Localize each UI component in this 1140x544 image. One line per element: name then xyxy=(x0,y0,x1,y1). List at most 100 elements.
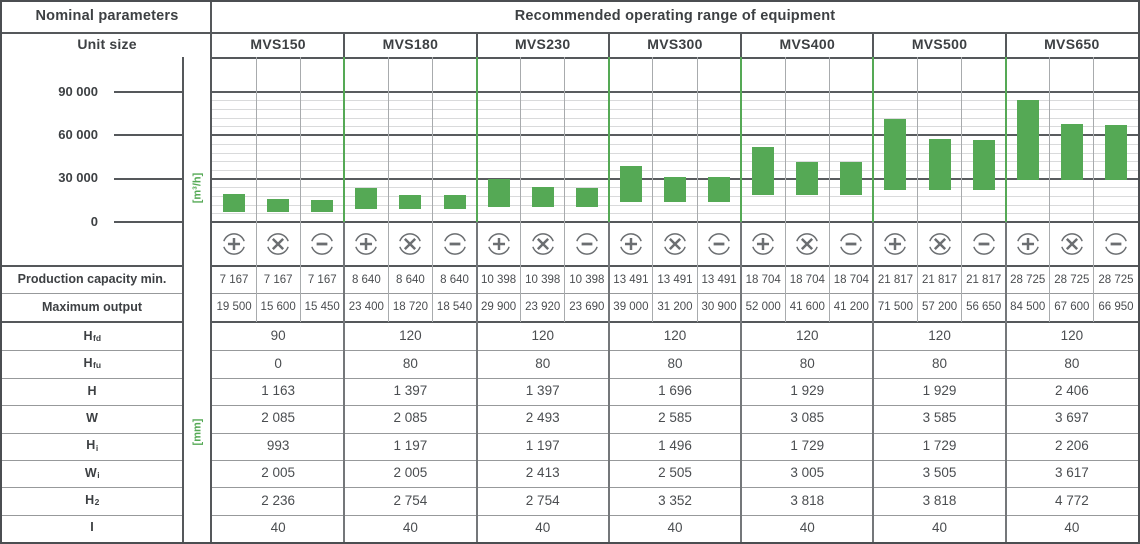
sub-column-separator xyxy=(917,57,919,322)
range-bar-mvs300-cross xyxy=(664,176,686,203)
row-border xyxy=(212,293,1138,294)
dimension-cell: 2 754 xyxy=(393,492,428,508)
row-border xyxy=(212,433,1138,434)
axis-line xyxy=(182,57,184,542)
capacity-cell: 7 167 xyxy=(263,273,293,286)
minus-circle-icon xyxy=(311,233,334,255)
mode-cell-mvs500-plus xyxy=(873,223,917,265)
minus-circle-icon xyxy=(575,233,598,255)
dimension-cell: 2 754 xyxy=(525,492,560,508)
x-circle-icon xyxy=(928,233,951,255)
range-bar-mvs650-plus xyxy=(1016,99,1039,181)
group-separator xyxy=(343,222,346,542)
axis-tick xyxy=(114,90,182,93)
sub-column-separator xyxy=(299,57,301,322)
sub-column-separator xyxy=(1093,57,1095,322)
minus-circle-icon xyxy=(972,233,995,255)
capacity-cell: 30 900 xyxy=(701,301,737,314)
minus-circle-icon xyxy=(840,233,863,255)
dimension-cell: 2 585 xyxy=(658,410,692,426)
x-circle-icon xyxy=(267,233,289,255)
capacity-row-label-0: Production capacity min. xyxy=(17,272,167,287)
dimension-cell: 80 xyxy=(1064,355,1080,371)
mode-cell-mvs180-minus xyxy=(432,223,476,265)
dimension-cell: 2 085 xyxy=(393,410,428,426)
major-gridline xyxy=(212,134,1138,137)
capacity-cell: 84 500 xyxy=(1010,301,1046,314)
capacity-cell: 39 000 xyxy=(613,301,649,314)
minor-gridline xyxy=(212,100,1138,102)
range-bar-mvs400-cross xyxy=(796,161,819,195)
range-bar-mvs180-cross xyxy=(399,194,422,210)
range-bar-mvs650-minus xyxy=(1104,125,1127,181)
dimension-row-label-w: W xyxy=(86,410,98,425)
dimension-cell: 80 xyxy=(667,355,683,371)
unit-header-mvs180: MVS180 xyxy=(382,35,439,52)
dimension-cell: 3 617 xyxy=(1054,465,1089,481)
minor-gridline xyxy=(212,152,1138,154)
dimension-cell: 2 085 xyxy=(261,410,296,426)
dimension-cell: 1 929 xyxy=(922,383,957,399)
axis-tick-label: 60 000 xyxy=(58,127,98,142)
minor-gridline xyxy=(212,204,1138,206)
plus-circle-icon xyxy=(752,233,775,255)
group-separator xyxy=(740,222,743,542)
capacity-cell: 21 817 xyxy=(877,273,914,286)
dimension-cell: 120 xyxy=(531,328,554,344)
capacity-cell: 13 491 xyxy=(701,273,737,286)
sub-column-separator xyxy=(387,57,389,322)
dimension-cell: 1 397 xyxy=(525,383,560,399)
section-border xyxy=(212,265,1138,267)
range-bar-mvs400-minus xyxy=(840,162,863,195)
mode-cell-mvs650-cross xyxy=(1050,223,1094,265)
plus-circle-icon xyxy=(487,233,510,255)
capacity-cell: 29 900 xyxy=(481,301,517,314)
capacity-cell: 18 540 xyxy=(436,301,473,314)
group-separator-green xyxy=(740,57,743,222)
range-bar-mvs150-minus xyxy=(311,199,334,212)
plus-circle-icon xyxy=(355,233,378,255)
capacity-cell: 28 725 xyxy=(1054,273,1090,286)
plus-circle-icon xyxy=(223,233,245,255)
minus-circle-icon xyxy=(1105,233,1127,255)
minor-gridline xyxy=(212,161,1138,163)
unit-header-mvs300: MVS300 xyxy=(647,35,703,52)
range-bar-mvs150-cross xyxy=(267,199,290,212)
capacity-cell: 18 704 xyxy=(789,273,825,286)
row-border xyxy=(2,433,182,434)
operating-range-header: Recommended operating range of equipment xyxy=(514,8,836,25)
group-separator xyxy=(475,222,478,542)
dimension-cell: 2 493 xyxy=(525,410,560,426)
dimension-cell: 1 197 xyxy=(525,437,560,453)
dimension-cell: 2 505 xyxy=(658,465,692,481)
minor-gridline xyxy=(212,169,1138,171)
capacity-cell: 8 640 xyxy=(396,273,425,286)
minor-gridline xyxy=(212,213,1138,215)
capacity-cell: 67 600 xyxy=(1054,301,1090,314)
sub-column-separator xyxy=(1049,57,1051,322)
dimension-cell: 40 xyxy=(667,519,683,535)
dimension-cell: 120 xyxy=(928,328,951,344)
sub-column-separator xyxy=(652,57,654,322)
row-border xyxy=(212,378,1138,379)
section-border xyxy=(212,321,1138,323)
group-separator xyxy=(607,222,610,542)
range-bar-mvs300-minus xyxy=(708,177,731,203)
minor-gridline xyxy=(212,117,1138,119)
range-bar-mvs230-minus xyxy=(575,187,598,207)
mode-cell-mvs150-plus xyxy=(212,223,256,265)
range-bar-mvs500-plus xyxy=(884,118,907,191)
unit-size-header: Unit size xyxy=(77,35,137,52)
capacity-cell: 10 398 xyxy=(481,273,517,286)
capacity-cell: 10 398 xyxy=(525,273,561,286)
mode-cell-mvs230-plus xyxy=(477,223,521,265)
dimension-cell: 2 005 xyxy=(393,465,428,481)
mode-cell-mvs300-cross xyxy=(653,223,697,265)
capacity-cell: 57 200 xyxy=(921,301,958,314)
dimension-cell: 2 406 xyxy=(1054,383,1089,399)
sub-column-separator xyxy=(431,57,433,322)
range-bar-mvs500-cross xyxy=(928,139,951,191)
